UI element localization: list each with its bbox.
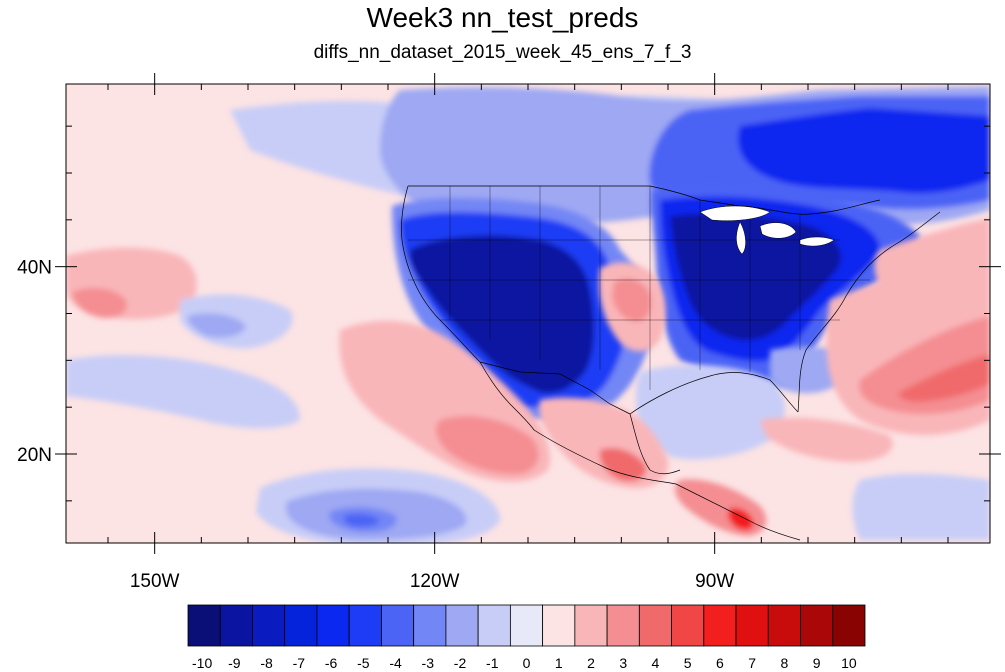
field-southern-plains-warm-core: [612, 278, 652, 322]
y-tick-label: 40N: [17, 258, 52, 279]
colorbar-swatch: [252, 604, 286, 647]
colorbar-label: 9: [813, 655, 821, 671]
field-caribbean-warm: [760, 417, 893, 462]
colorbar-swatch: [800, 604, 834, 647]
field-west-us-core: [409, 235, 595, 394]
field-pacific-south-light: [66, 355, 300, 429]
field-layer: [66, 84, 990, 543]
east-coast: [797, 211, 941, 413]
colorbar-label: 5: [684, 655, 692, 671]
field-atlantic-warm-core: [898, 354, 990, 402]
colorbar-label: 7: [748, 655, 756, 671]
colorbar-swatch: [413, 604, 447, 647]
colorbar-label: -4: [389, 655, 402, 671]
x-tick-label: 150W: [130, 571, 180, 592]
colorbar-swatch: [509, 604, 544, 647]
field-subtropical-core-dark: [343, 513, 380, 527]
mexico-west-coast: [533, 429, 677, 485]
x-tick-label: 120W: [410, 571, 460, 592]
colorbar-swatch: [574, 604, 608, 647]
colorbar-swatch: [542, 604, 576, 647]
colorbar-label: -5: [357, 655, 370, 671]
state-lines: [408, 186, 870, 390]
colorbar-label: -10: [192, 655, 212, 671]
colorbar-label: -7: [293, 655, 306, 671]
colorbar-swatch: [606, 604, 640, 647]
mexico-gulf-coast: [629, 413, 681, 475]
colorbar-swatch: [767, 604, 801, 647]
field-pacific-blue: [187, 313, 246, 338]
colorbar-label: 4: [652, 655, 660, 671]
colorbar-swatch: [703, 604, 737, 647]
y-tick-label: 20N: [17, 445, 52, 466]
us-west-coast: [401, 185, 481, 363]
colorbar-swatch: [735, 604, 769, 647]
colorbar-label: 1: [555, 655, 563, 671]
colorbar-swatch: [187, 604, 221, 647]
colorbar: -10 -9 -8 -7 -6 -5 -4 -3 -2 -1 0 1 2 3 4 5 6 7 8 9 10: [187, 604, 866, 671]
colorbar-label: -6: [325, 655, 338, 671]
x-tick-label: 90W: [695, 571, 734, 592]
gulf-coast: [629, 372, 799, 415]
colorbar-swatch: [445, 604, 479, 647]
central-america-coast: [675, 483, 801, 541]
field-east-us-core: [670, 213, 841, 341]
colorbar-label: -9: [228, 655, 241, 671]
axis-tick-labels: 150W 120W 90W 40N 20N: [17, 258, 734, 592]
colorbar-label: -3: [422, 655, 435, 671]
colorbar-label: 10: [841, 655, 857, 671]
colorbar-swatch: [348, 604, 382, 647]
colorbar-swatch: [477, 604, 511, 647]
map-outlines: [401, 185, 941, 541]
colorbar-label: -8: [260, 655, 273, 671]
colorbar-swatch: [381, 604, 415, 647]
baja-coast: [479, 361, 535, 431]
great-lakes: [699, 205, 835, 255]
colorbar-label: 2: [587, 655, 595, 671]
us-mexico-border: [479, 361, 631, 415]
colorbar-swatch: [284, 604, 318, 647]
colorbar-label: -1: [486, 655, 499, 671]
field-caribbean-light-blue: [852, 473, 990, 540]
axis-ticks: [55, 73, 1001, 554]
colorbar-label: 6: [716, 655, 724, 671]
field-atlantic-north-warm: [874, 218, 990, 297]
colorbar-swatch: [219, 604, 253, 647]
colorbar-swatch: [832, 604, 866, 647]
colorbar-swatch: [638, 604, 672, 647]
colorbar-label: 3: [619, 655, 627, 671]
colorbar-swatch: [671, 604, 705, 647]
colorbar-swatch: [316, 604, 350, 647]
field-gulf-light: [636, 365, 785, 460]
colorbar-label: 0: [523, 655, 531, 671]
field-canada-dark: [738, 108, 990, 194]
field-baja-warm-core: [435, 416, 539, 475]
colorbar-label: 8: [781, 655, 789, 671]
field-central-pacific-warm-core: [72, 287, 127, 318]
chart-subtitle: diffs_nn_dataset_2015_week_45_ens_7_f_3: [313, 42, 692, 63]
chart-title: Week3 nn_test_preds: [366, 2, 639, 33]
field-mexico-warm-core: [599, 447, 647, 482]
colorbar-label: -2: [454, 655, 467, 671]
us-canada-border: [408, 185, 881, 215]
